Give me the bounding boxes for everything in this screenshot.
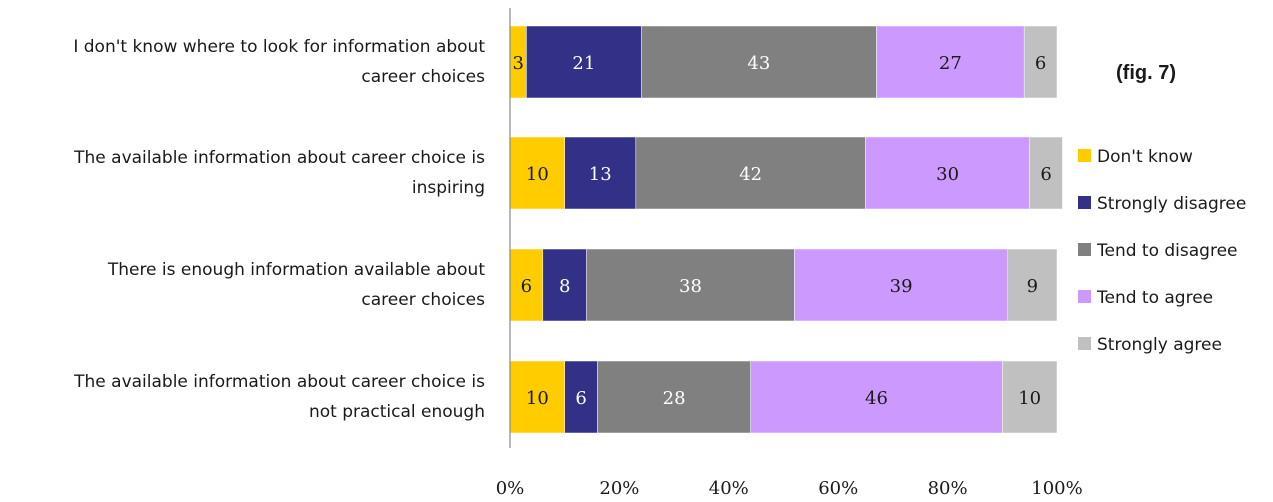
- category-label-line: I don't know where to look for informati…: [73, 37, 485, 57]
- category-label: The available information about career c…: [73, 148, 485, 198]
- data-label: 21: [572, 53, 595, 74]
- data-label: 38: [679, 276, 702, 297]
- data-label: 3: [512, 53, 523, 74]
- legend: Don't know Strongly disagree Tend to disag…: [1078, 147, 1246, 355]
- x-tick-label: 60%: [818, 478, 858, 499]
- legend-swatch: [1078, 243, 1091, 256]
- x-tick-label: 0%: [496, 478, 525, 499]
- legend-label: Tend to disagree: [1096, 241, 1238, 261]
- legend-label: Don't know: [1097, 147, 1193, 167]
- data-label: 46: [865, 388, 888, 409]
- data-label: 6: [1040, 164, 1051, 185]
- data-label: 27: [939, 53, 962, 74]
- x-tick-label: 20%: [599, 478, 639, 499]
- category-label-line: The available information about career c…: [73, 148, 485, 168]
- category-labels: I don't know where to look for informati…: [73, 37, 485, 422]
- x-tick-label: 100%: [1031, 478, 1082, 499]
- category-label-line: career choices: [361, 67, 485, 87]
- figure-label: (fig. 7): [1116, 62, 1176, 84]
- x-tick-labels: 0% 20% 40% 60% 80% 100%: [496, 478, 1083, 499]
- data-label: 42: [739, 164, 762, 185]
- data-label: 10: [1018, 388, 1041, 409]
- legend-swatch: [1078, 290, 1091, 303]
- category-label-line: career choices: [361, 290, 485, 310]
- category-label-line: The available information about career c…: [73, 372, 485, 392]
- legend-label: Strongly agree: [1097, 335, 1222, 355]
- data-label: 13: [589, 164, 612, 185]
- legend-swatch: [1078, 149, 1091, 162]
- category-label-line: inspiring: [412, 178, 485, 198]
- data-label: 6: [1035, 53, 1046, 74]
- bars: 3 21 43 27 6 10 13 42 30 6 6 8 38 39 9 10 6 28 46 10: [510, 26, 1062, 433]
- category-label: I don't know where to look for informati…: [73, 37, 485, 87]
- data-label: 9: [1027, 276, 1038, 297]
- data-label: 8: [559, 276, 570, 297]
- data-label: 10: [526, 388, 549, 409]
- x-tick-label: 40%: [709, 478, 749, 499]
- legend-label: Strongly disagree: [1097, 194, 1246, 214]
- data-label: 6: [521, 276, 532, 297]
- data-label: 10: [526, 164, 549, 185]
- category-label: There is enough information available ab…: [107, 260, 485, 310]
- category-label-line: not practical enough: [309, 402, 485, 422]
- legend-label: Tend to agree: [1096, 288, 1213, 308]
- data-label: 6: [575, 388, 586, 409]
- data-label: 28: [663, 388, 686, 409]
- legend-swatch: [1078, 337, 1091, 350]
- data-label: 39: [890, 276, 913, 297]
- data-label: 43: [747, 53, 770, 74]
- category-label-line: There is enough information available ab…: [107, 260, 485, 280]
- legend-swatch: [1078, 196, 1091, 209]
- x-tick-label: 80%: [928, 478, 968, 499]
- data-label: 30: [936, 164, 959, 185]
- category-label: The available information about career c…: [73, 372, 485, 422]
